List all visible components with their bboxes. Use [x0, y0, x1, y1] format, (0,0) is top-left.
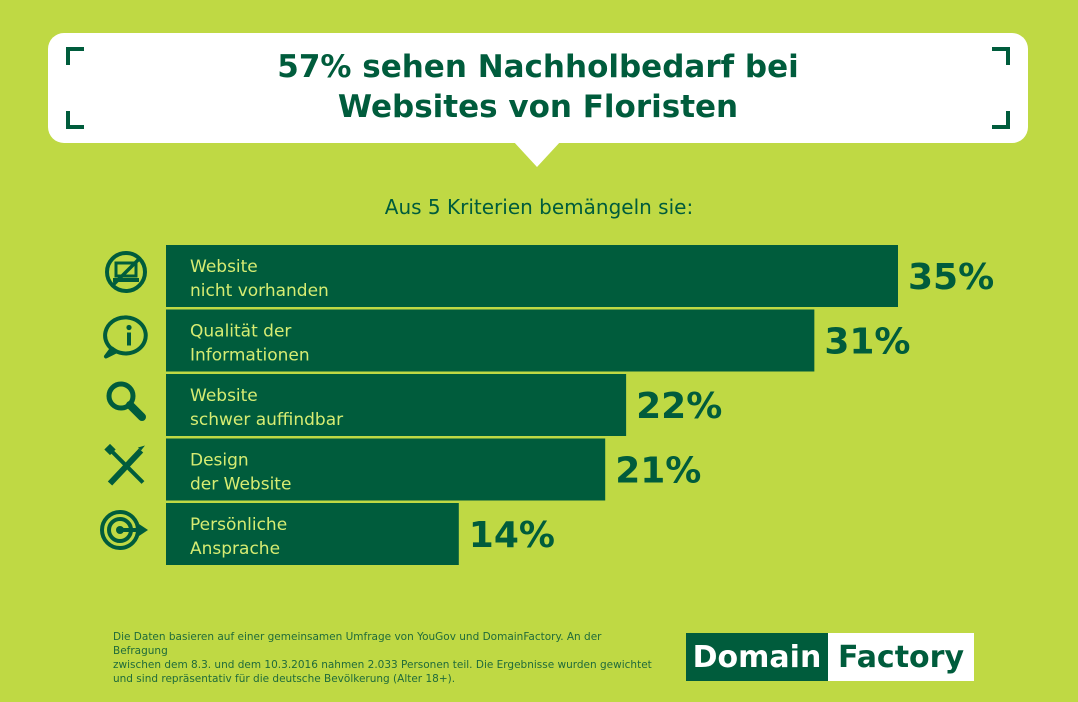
category-label: Website: [190, 257, 258, 277]
bar: [166, 245, 898, 307]
category-label: nicht vorhanden: [190, 281, 329, 301]
category-label: Qualität der: [190, 322, 291, 342]
corner-mark: [992, 47, 1010, 65]
category-label: schwer auffindbar: [190, 410, 343, 430]
corner-mark: [66, 111, 84, 129]
magnifier-icon: [106, 381, 146, 421]
value-label: 35%: [908, 257, 994, 298]
footnote-line: und sind repräsentativ für die deutsche …: [113, 673, 456, 685]
domainfactory-logo: Domain Factory: [686, 633, 974, 681]
value-label: 22%: [636, 386, 722, 427]
design-tools-icon: [104, 443, 145, 486]
corner-mark: [992, 111, 1010, 129]
title-box: 57% sehen Nachholbedarf bei Websites von…: [48, 33, 1028, 167]
category-label: der Website: [190, 475, 291, 495]
category-label: Website: [190, 386, 258, 406]
category-label: Ansprache: [190, 539, 280, 559]
info-speech-icon: [103, 315, 148, 359]
target-arrow-icon: [100, 510, 148, 550]
bar: [166, 438, 606, 501]
title-line-1: 57% sehen Nachholbedarf bei: [277, 49, 799, 85]
value-label: 14%: [469, 515, 555, 556]
chart-subtitle: Aus 5 Kriterien bemängeln sie:: [384, 195, 694, 219]
chart-title: 57% sehen Nachholbedarf bei Websites von…: [48, 47, 1028, 127]
corner-mark: [66, 47, 84, 65]
footnote-line: zwischen dem 8.3. und dem 10.3.2016 nahm…: [113, 659, 652, 671]
speech-pointer: [513, 141, 561, 167]
bar: [166, 503, 459, 565]
value-label: 21%: [615, 451, 701, 492]
footnote: Die Daten basieren auf einer gemeinsamen…: [113, 630, 653, 686]
footnote-line: Die Daten basieren auf einer gemeinsamen…: [113, 631, 602, 657]
no-computer-icon: [105, 251, 147, 293]
value-label: 31%: [824, 322, 910, 363]
category-label: Informationen: [190, 346, 310, 366]
bar: [166, 309, 815, 372]
category-label: Design: [190, 451, 249, 471]
bar: [166, 374, 627, 436]
logo-domain: Domain: [686, 633, 828, 681]
logo-factory: Factory: [828, 633, 974, 681]
title-line-2: Websites von Floristen: [337, 89, 739, 125]
category-label: Persönliche: [190, 515, 287, 535]
